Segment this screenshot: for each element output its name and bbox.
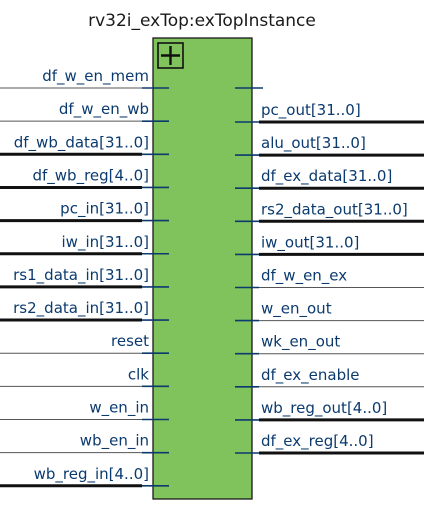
input-port-label: iw_in[31..0] [62,233,149,252]
input-port-label: wb_reg_in[4..0] [34,465,149,484]
expand-icon[interactable] [157,42,184,69]
input-port-label: rs1_data_in[31..0] [13,266,149,285]
output-port-label: alu_out[31..0] [261,134,366,153]
output-port-label: pc_out[31..0] [261,101,361,120]
output-port-label: df_ex_enable [261,366,360,385]
output-port-label: wk_en_out [261,333,340,352]
output-port-label: wb_reg_out[4..0] [261,399,387,418]
output-port-label: df_w_en_ex [261,267,347,286]
input-port-label: rs2_data_in[31..0] [13,299,149,318]
output-port-label: rs2_data_out[31..0] [261,200,408,219]
input-port-label: clk [128,365,149,383]
input-port-label: w_en_in [89,399,149,418]
input-port-label: df_wb_reg[4..0] [32,166,149,185]
block-title: rv32i_exTop:exTopInstance [88,11,316,31]
input-port-label: pc_in[31..0] [60,200,149,219]
output-port-label: df_ex_data[31..0] [261,167,392,186]
input-port-label: reset [111,332,149,350]
input-port-label: wb_en_in [80,432,149,451]
input-port-label: df_w_en_mem [42,67,149,86]
output-port-label: iw_out[31..0] [261,233,359,252]
output-port-label: w_en_out [261,300,332,319]
input-port-label: df_wb_data[31..0] [14,133,149,152]
module-block[interactable] [152,37,253,500]
input-port-label: df_w_en_wb [59,100,149,119]
output-port-label: df_ex_reg[4..0] [261,432,374,451]
